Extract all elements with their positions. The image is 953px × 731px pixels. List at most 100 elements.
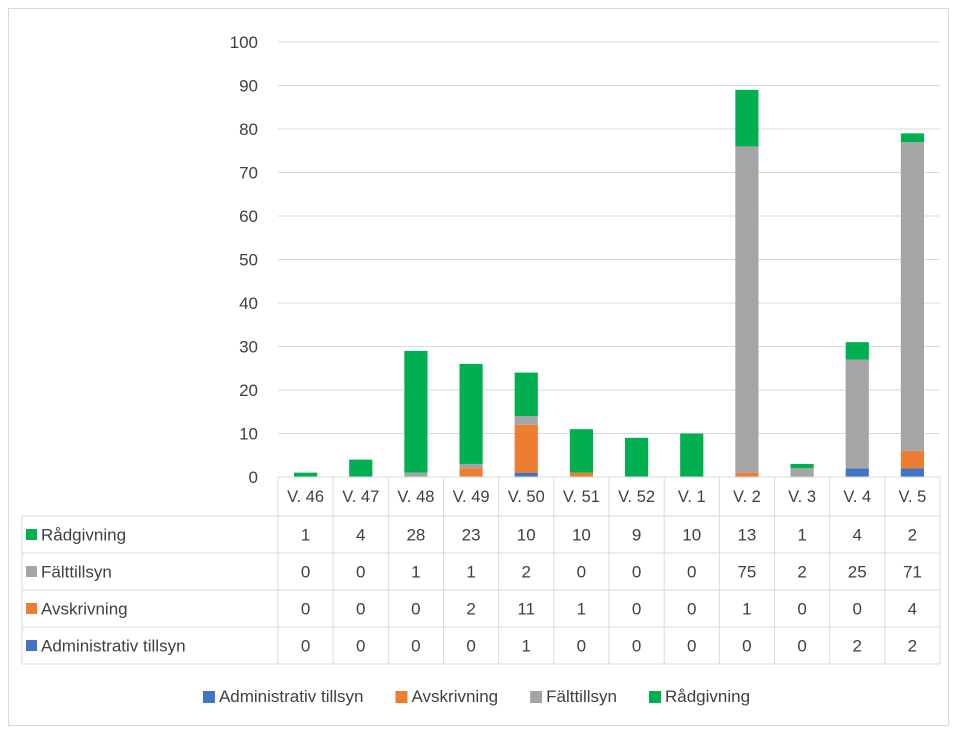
legend-key (530, 691, 543, 703)
legend-key (202, 691, 215, 703)
bar-segment (569, 472, 594, 477)
table-cell-value: 4 (853, 526, 862, 545)
bar-segment (790, 463, 814, 469)
bar-segment (900, 133, 925, 143)
table-cell-value: 0 (687, 563, 696, 582)
table-cell-value: 0 (632, 563, 641, 582)
bar-segment (845, 359, 869, 469)
bar-segment (680, 433, 704, 477)
table-cell-value: 0 (742, 637, 751, 656)
bar-segment (735, 146, 759, 473)
table-cell-value: 1 (797, 526, 806, 545)
x-tick-label: V. 5 (898, 488, 926, 506)
table-cell-value: 2 (466, 600, 475, 619)
y-tick-label: 10 (239, 425, 258, 444)
y-tick-label: 30 (239, 338, 258, 357)
x-tick-label: V. 2 (733, 488, 761, 506)
y-tick-label: 80 (239, 120, 258, 139)
x-tick-label: V. 49 (453, 488, 490, 506)
bar-segment (514, 416, 538, 425)
table-cell-value: 0 (301, 637, 310, 656)
table-cell-value: 0 (301, 600, 310, 619)
table-cell-value: 25 (848, 563, 867, 582)
table-cell-value: 0 (577, 637, 586, 656)
table-cell-value: 0 (577, 563, 586, 582)
bar-segment (624, 437, 649, 477)
table-cell-value: 0 (411, 637, 420, 656)
legend-label: Fälttillsyn (546, 687, 617, 706)
table-legend-key (26, 566, 37, 577)
table-cell-value: 2 (522, 563, 531, 582)
table-cell-value: 1 (301, 526, 310, 545)
bar-segment (790, 468, 814, 477)
table-cell-value: 0 (632, 600, 641, 619)
table-row-label: Fälttillsyn (41, 563, 112, 582)
table-cell-value: 0 (466, 637, 475, 656)
bar-segment (900, 142, 925, 451)
table-cell-value: 28 (406, 526, 425, 545)
table-cell-value: 10 (682, 526, 701, 545)
table-cell-value: 23 (462, 526, 481, 545)
table-legend-key (26, 603, 37, 614)
table-cell-value: 4 (908, 600, 917, 619)
x-tick-label: V. 48 (397, 488, 434, 506)
table-cell-value: 1 (411, 563, 420, 582)
table-cell-value: 0 (356, 637, 365, 656)
table-cell-value: 13 (737, 526, 756, 545)
x-tick-label: V. 3 (788, 488, 816, 506)
table-cell-value: 10 (517, 526, 536, 545)
x-tick-label: V. 1 (678, 488, 706, 506)
table-cell-value: 71 (903, 563, 922, 582)
table-legend-key (26, 640, 37, 651)
table-cell-value: 0 (687, 637, 696, 656)
y-tick-label: 70 (239, 164, 258, 183)
bar-segment (459, 463, 483, 469)
table-cell-value: 2 (908, 637, 917, 656)
table-cell-value: 1 (742, 600, 751, 619)
table-cell-value: 0 (853, 600, 862, 619)
table-cell-value: 1 (522, 637, 531, 656)
legend-label: Avskrivning (412, 687, 499, 706)
table-row-label: Avskrivning (41, 600, 128, 619)
table-cell-value: 0 (356, 600, 365, 619)
table-cell-value: 0 (797, 637, 806, 656)
legend-key (648, 691, 661, 703)
bar-segment (514, 372, 538, 417)
table-cell-value: 75 (737, 563, 756, 582)
table-cell-value: 2 (853, 637, 862, 656)
table-row-label: Administrativ tillsyn (41, 637, 186, 656)
y-tick-label: 40 (239, 294, 258, 313)
table-cell-value: 0 (356, 563, 365, 582)
bar-segment (735, 472, 759, 477)
bar-segment (349, 459, 373, 477)
table-cell-value: 1 (577, 600, 586, 619)
table-cell-value: 4 (356, 526, 365, 545)
bar-segment (459, 468, 483, 477)
y-tick-label: 0 (249, 468, 258, 487)
bar-segment (404, 350, 428, 473)
bar-segment (900, 450, 925, 469)
y-tick-label: 50 (239, 251, 258, 270)
x-tick-label: V. 50 (508, 488, 545, 506)
bar-segment (735, 89, 759, 147)
bar-segment (845, 342, 869, 360)
table-cell-value: 0 (632, 637, 641, 656)
table-cell-value: 9 (632, 526, 641, 545)
table-cell-value: 2 (908, 526, 917, 545)
bar-segment (514, 472, 538, 477)
bar-segment (459, 363, 483, 464)
bar-segment (569, 429, 594, 473)
legend-label: Administrativ tillsyn (219, 687, 364, 706)
x-tick-label: V. 51 (563, 488, 600, 506)
table-cell-value: 10 (572, 526, 591, 545)
table-cell-value: 0 (301, 563, 310, 582)
table-cell-value: 1 (466, 563, 475, 582)
bar-segment (293, 472, 318, 477)
legend-key (395, 691, 408, 703)
bar-segment (404, 472, 428, 477)
bar-segment (900, 468, 925, 477)
y-tick-label: 100 (230, 33, 258, 52)
table-cell-value: 2 (797, 563, 806, 582)
legend-label: Rådgivning (665, 687, 750, 706)
